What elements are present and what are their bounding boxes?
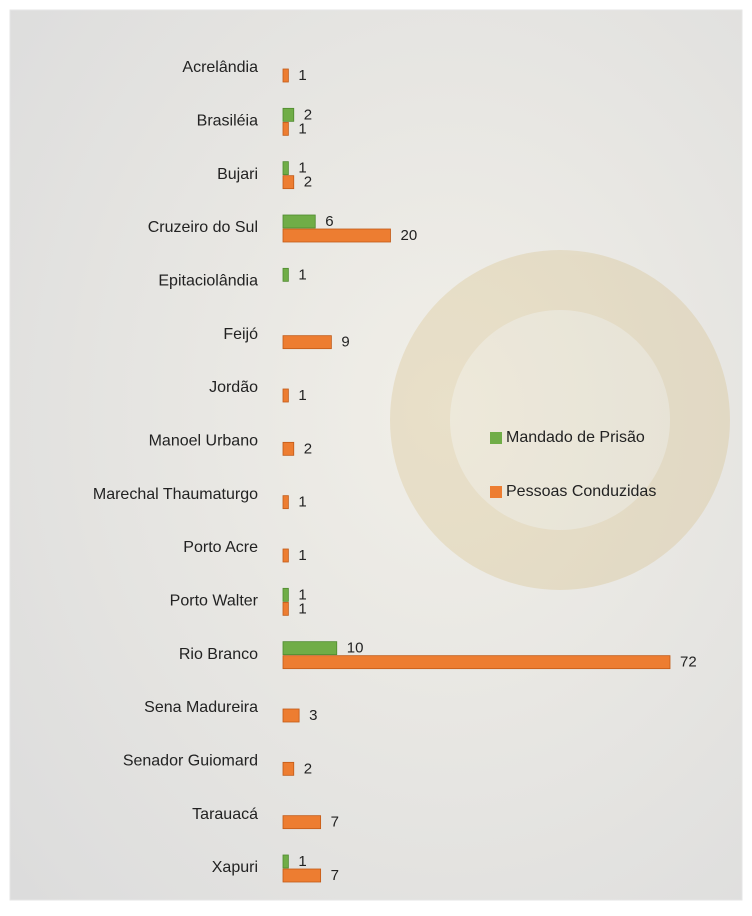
- value-label: 9: [341, 334, 349, 351]
- category-label: Acrelândia: [182, 59, 258, 76]
- bar: [282, 175, 295, 190]
- value-label: 3: [309, 707, 317, 724]
- value-label: 7: [331, 814, 339, 831]
- bar: [282, 107, 295, 122]
- legend-swatch: [490, 486, 502, 498]
- category-label: Marechal Thaumaturgo: [93, 486, 258, 503]
- bar: [282, 854, 289, 869]
- value-label: 2: [304, 174, 312, 191]
- category-label: Porto Walter: [170, 593, 259, 610]
- bar: [282, 655, 671, 670]
- category-label: Xapuri: [212, 859, 258, 876]
- bar: [282, 335, 332, 350]
- category-label: Epitaciolândia: [158, 273, 258, 290]
- value-label: 1: [298, 67, 306, 84]
- category-label: Cruzeiro do Sul: [148, 219, 258, 236]
- legend-label: Pessoas Conduzidas: [506, 483, 656, 500]
- bar: [282, 587, 289, 602]
- bar: [282, 267, 289, 282]
- bar: [282, 161, 289, 176]
- legend-swatch: [490, 432, 502, 444]
- category-label: Rio Branco: [179, 646, 258, 663]
- category-label: Feijó: [223, 326, 258, 343]
- bar: [282, 388, 289, 403]
- category-label: Senador Guiomard: [123, 753, 258, 770]
- value-label: 1: [298, 266, 306, 283]
- bar: [282, 228, 391, 243]
- value-label: 1: [298, 853, 306, 870]
- value-label: 1: [298, 120, 306, 137]
- bar: [282, 548, 289, 563]
- bar: [282, 214, 316, 229]
- bar: [282, 601, 289, 616]
- value-label: 1: [298, 494, 306, 511]
- plot-background: [9, 9, 743, 901]
- bar: [282, 495, 289, 510]
- value-label: 20: [401, 227, 418, 244]
- value-label: 7: [331, 867, 339, 884]
- value-label: 6: [325, 213, 333, 230]
- value-label: 2: [304, 760, 312, 777]
- bar: [282, 68, 289, 83]
- legend-label: Mandado de Prisão: [506, 429, 645, 446]
- bar: [282, 441, 295, 456]
- value-label: 72: [680, 654, 697, 671]
- value-label: 1: [298, 387, 306, 404]
- category-label: Brasiléia: [197, 113, 258, 130]
- watermark: [390, 250, 730, 590]
- bar: [282, 815, 322, 830]
- category-label: Manoel Urbano: [149, 433, 259, 450]
- value-label: 1: [298, 600, 306, 617]
- bar: [282, 708, 300, 723]
- category-label: Tarauacá: [192, 806, 258, 823]
- value-label: 1: [298, 547, 306, 564]
- value-label: 1: [298, 160, 306, 177]
- category-label: Porto Acre: [183, 539, 258, 556]
- value-label: 2: [304, 440, 312, 457]
- bar: [282, 641, 338, 656]
- value-label: 2: [304, 106, 312, 123]
- bar: [282, 868, 322, 883]
- category-label: Jordão: [209, 379, 258, 396]
- value-label: 10: [347, 640, 364, 657]
- value-label: 1: [298, 586, 306, 603]
- category-label: Sena Madureira: [144, 699, 258, 716]
- category-label: Bujari: [217, 166, 258, 183]
- bar: [282, 121, 289, 136]
- bar: [282, 761, 295, 776]
